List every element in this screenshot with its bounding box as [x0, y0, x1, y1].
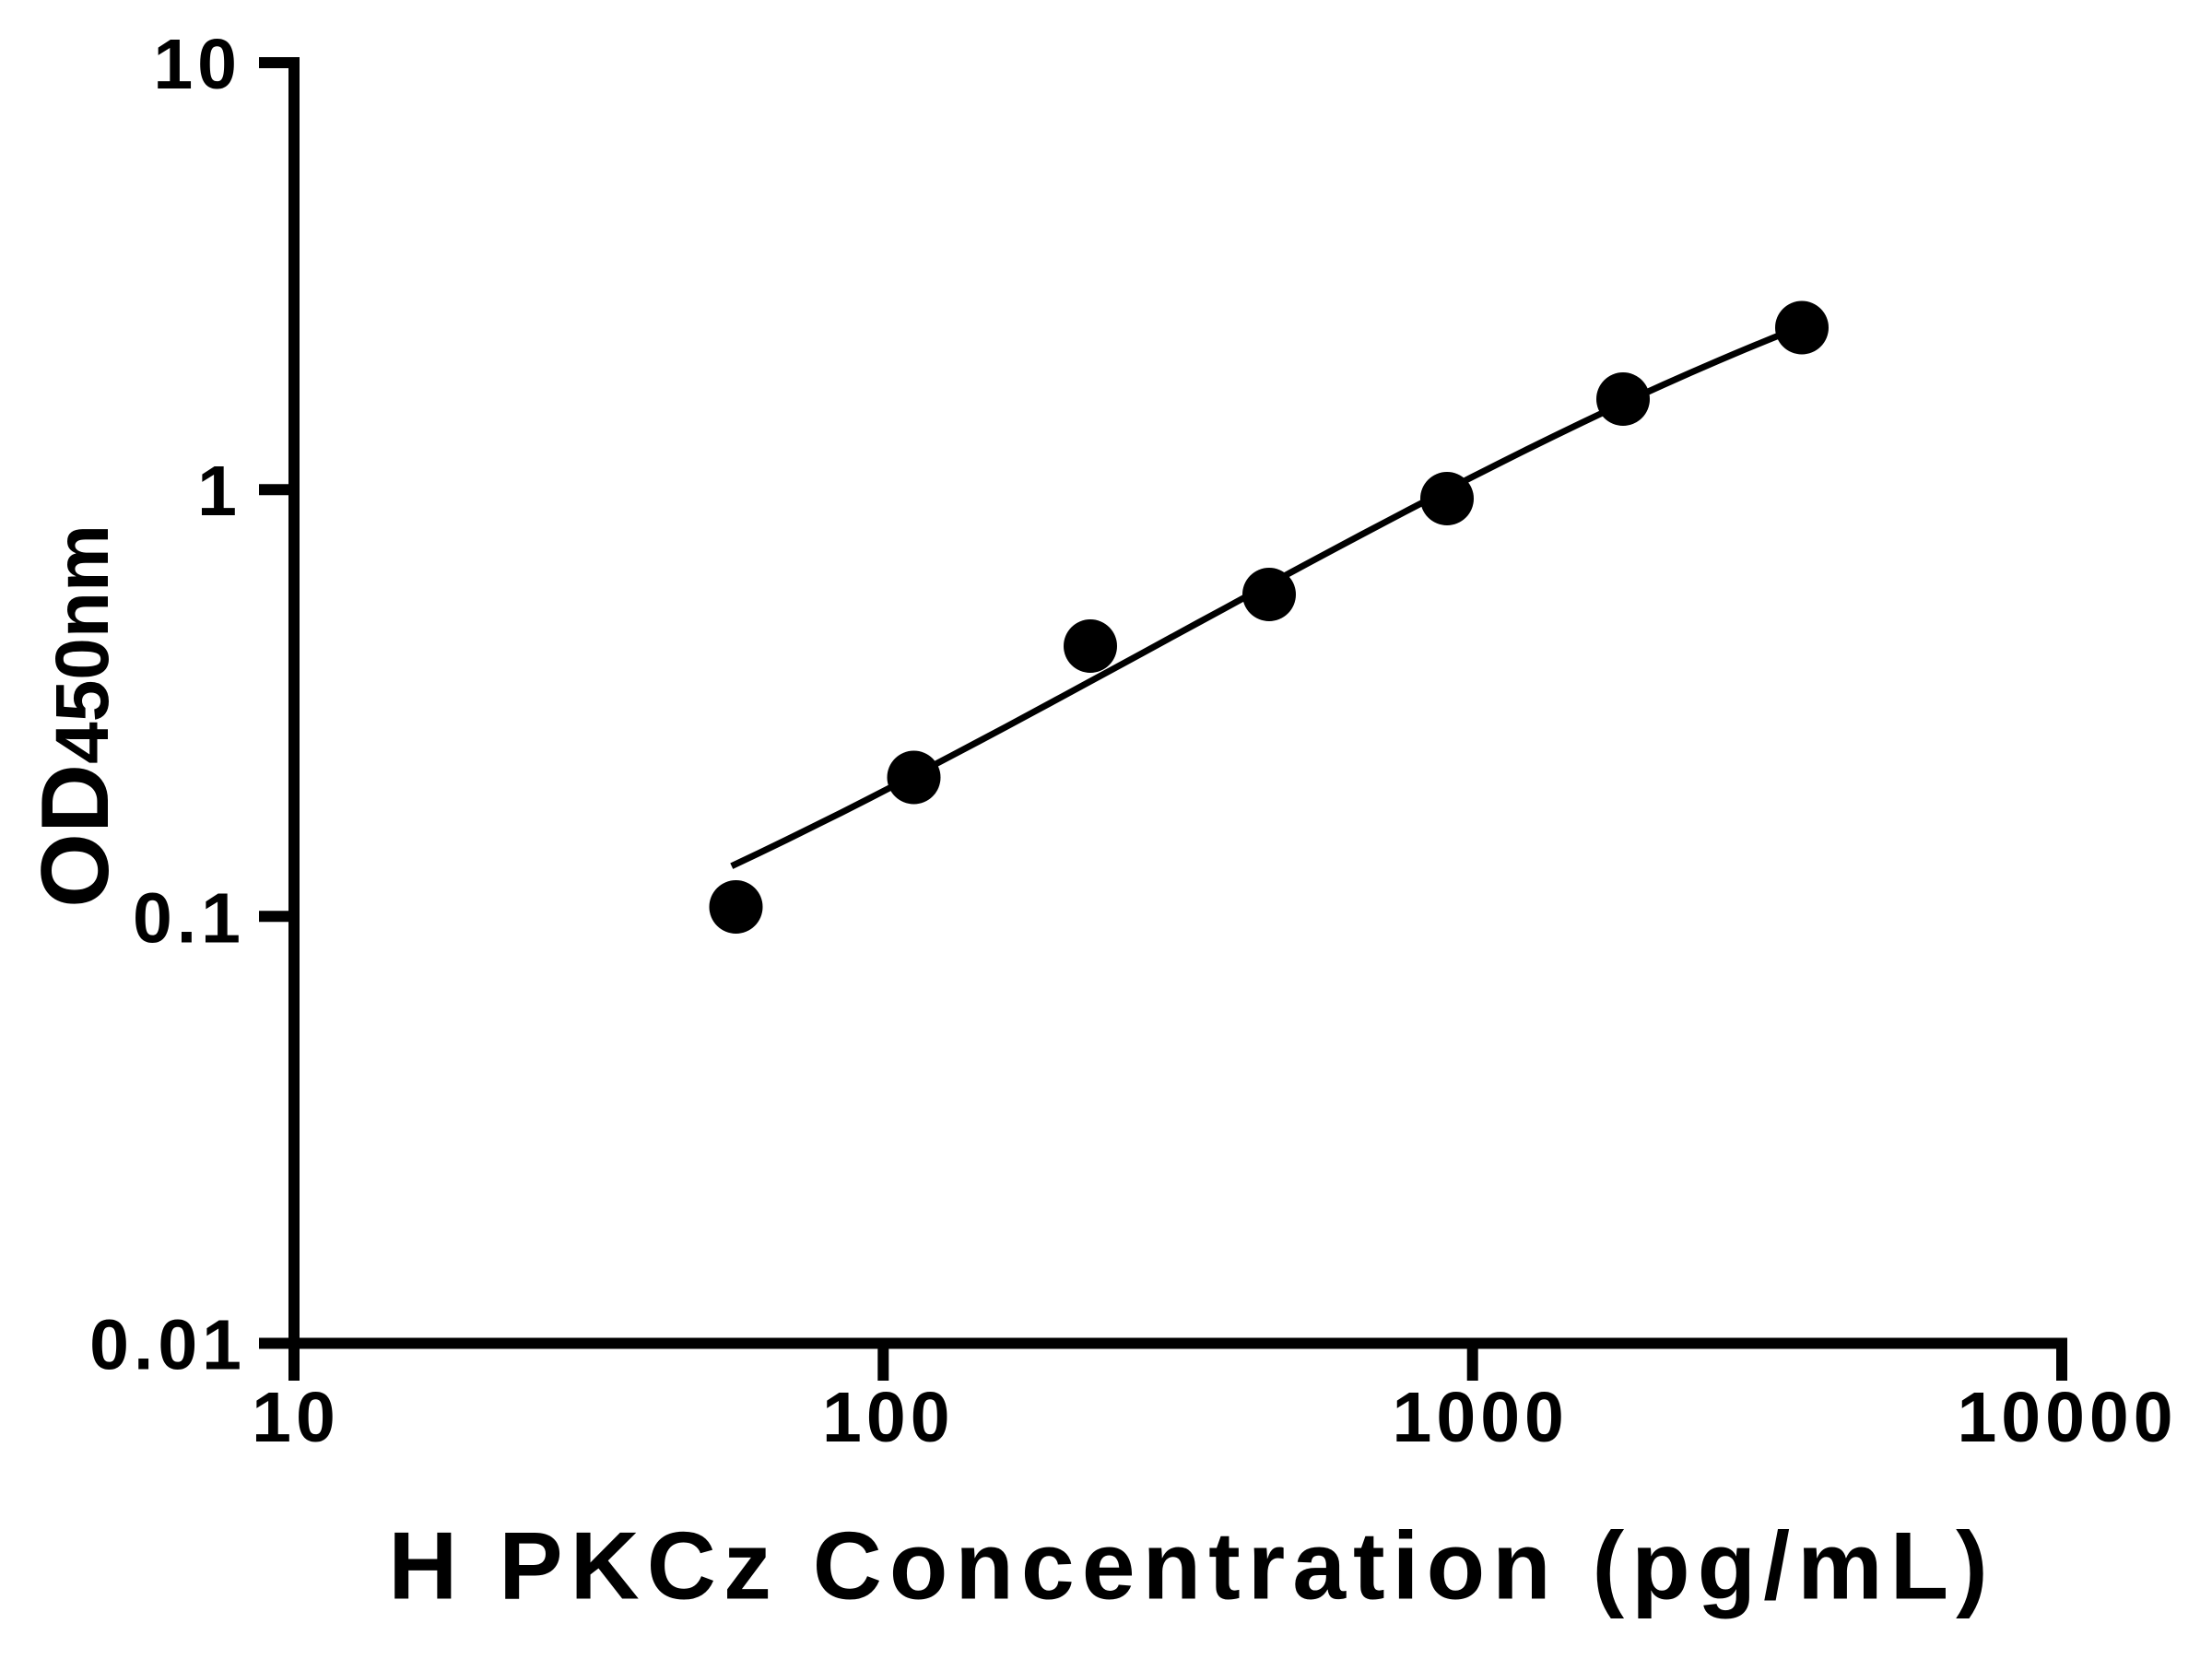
svg-text:1: 1 — [197, 452, 241, 531]
svg-text:0.1: 0.1 — [133, 878, 245, 958]
svg-text:10: 10 — [153, 25, 241, 104]
svg-text:10: 10 — [252, 1378, 340, 1457]
svg-text:H PKCz Concentration (pg/mL): H PKCz Concentration (pg/mL) — [388, 1513, 1994, 1620]
svg-text:100: 100 — [822, 1378, 954, 1457]
svg-text:1000: 1000 — [1393, 1378, 1569, 1457]
svg-text:0.01: 0.01 — [89, 1306, 246, 1385]
svg-text:OD450nm: OD450nm — [22, 524, 129, 908]
svg-text:10000: 10000 — [1957, 1378, 2177, 1457]
